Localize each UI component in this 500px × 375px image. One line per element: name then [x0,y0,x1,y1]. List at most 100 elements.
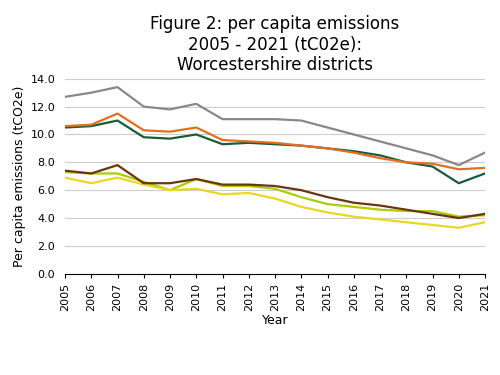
Redditch [88,171,94,176]
Malvern Hills [351,150,357,155]
Malvern Hills [272,141,278,145]
Worcester [193,186,199,191]
Wyre Forest [351,201,357,205]
Malvern Hills [377,156,383,160]
Wyre Forest [167,181,173,186]
Wyre Forest [220,182,226,187]
Bromsgrove [167,136,173,141]
Worcester [141,182,147,187]
Bromsgrove [403,160,409,165]
Redditch [272,186,278,191]
Redditch [246,184,252,188]
Wychavon [141,104,147,109]
Malvern Hills [220,138,226,142]
Line: Worcester: Worcester [65,178,485,228]
Wyre Forest [430,211,436,216]
Wychavon [324,125,330,130]
Title: Figure 2: per capita emissions
2005 - 2021 (tC02e):
Worcestershire districts: Figure 2: per capita emissions 2005 - 20… [150,15,400,74]
Bromsgrove [482,171,488,176]
Wyre Forest [324,195,330,200]
Redditch [62,170,68,174]
Wyre Forest [88,171,94,176]
Redditch [298,195,304,200]
Line: Redditch: Redditch [65,172,485,217]
Malvern Hills [456,167,462,171]
Malvern Hills [430,162,436,166]
Wyre Forest [377,203,383,208]
Wychavon [88,90,94,95]
Wyre Forest [246,182,252,187]
X-axis label: Year: Year [262,314,288,327]
Line: Bromsgrove: Bromsgrove [65,120,485,183]
Bromsgrove [246,141,252,145]
Bromsgrove [62,125,68,130]
Wychavon [298,118,304,123]
Malvern Hills [114,111,120,116]
Redditch [193,177,199,181]
Worcester [430,223,436,227]
Wychavon [430,153,436,158]
Worcester [456,225,462,230]
Wychavon [403,146,409,151]
Worcester [62,176,68,180]
Malvern Hills [167,129,173,134]
Worcester [246,191,252,195]
Redditch [324,202,330,206]
Wychavon [167,107,173,112]
Bromsgrove [272,142,278,147]
Bromsgrove [377,153,383,158]
Wychavon [351,132,357,137]
Bromsgrove [351,149,357,153]
Wyre Forest [62,168,68,173]
Wychavon [482,150,488,155]
Redditch [114,171,120,176]
Bromsgrove [220,142,226,147]
Wychavon [456,163,462,167]
Wyre Forest [482,211,488,216]
Bromsgrove [298,143,304,148]
Bromsgrove [324,146,330,151]
Wychavon [377,139,383,144]
Worcester [482,220,488,225]
Bromsgrove [114,118,120,123]
Wychavon [193,102,199,106]
Worcester [88,181,94,186]
Redditch [167,188,173,192]
Redditch [403,209,409,213]
Wychavon [272,117,278,122]
Wyre Forest [141,181,147,186]
Malvern Hills [298,143,304,148]
Worcester [377,217,383,222]
Malvern Hills [403,160,409,165]
Line: Wyre Forest: Wyre Forest [65,165,485,218]
Worcester [403,220,409,225]
Line: Malvern Hills: Malvern Hills [65,114,485,169]
Redditch [456,214,462,219]
Malvern Hills [88,123,94,127]
Redditch [430,209,436,213]
Bromsgrove [430,164,436,169]
Wyre Forest [403,207,409,212]
Malvern Hills [141,128,147,132]
Worcester [272,196,278,201]
Worcester [351,214,357,219]
Bromsgrove [141,135,147,140]
Redditch [141,180,147,184]
Redditch [377,207,383,212]
Wychavon [62,94,68,99]
Bromsgrove [193,132,199,137]
Redditch [351,205,357,209]
Wyre Forest [272,184,278,188]
Malvern Hills [193,125,199,130]
Wychavon [246,117,252,122]
Worcester [220,192,226,196]
Bromsgrove [88,124,94,128]
Bromsgrove [456,181,462,186]
Redditch [482,213,488,217]
Line: Wychavon: Wychavon [65,87,485,165]
Wyre Forest [193,177,199,181]
Wyre Forest [456,216,462,220]
Worcester [298,205,304,209]
Malvern Hills [62,124,68,128]
Worcester [324,210,330,215]
